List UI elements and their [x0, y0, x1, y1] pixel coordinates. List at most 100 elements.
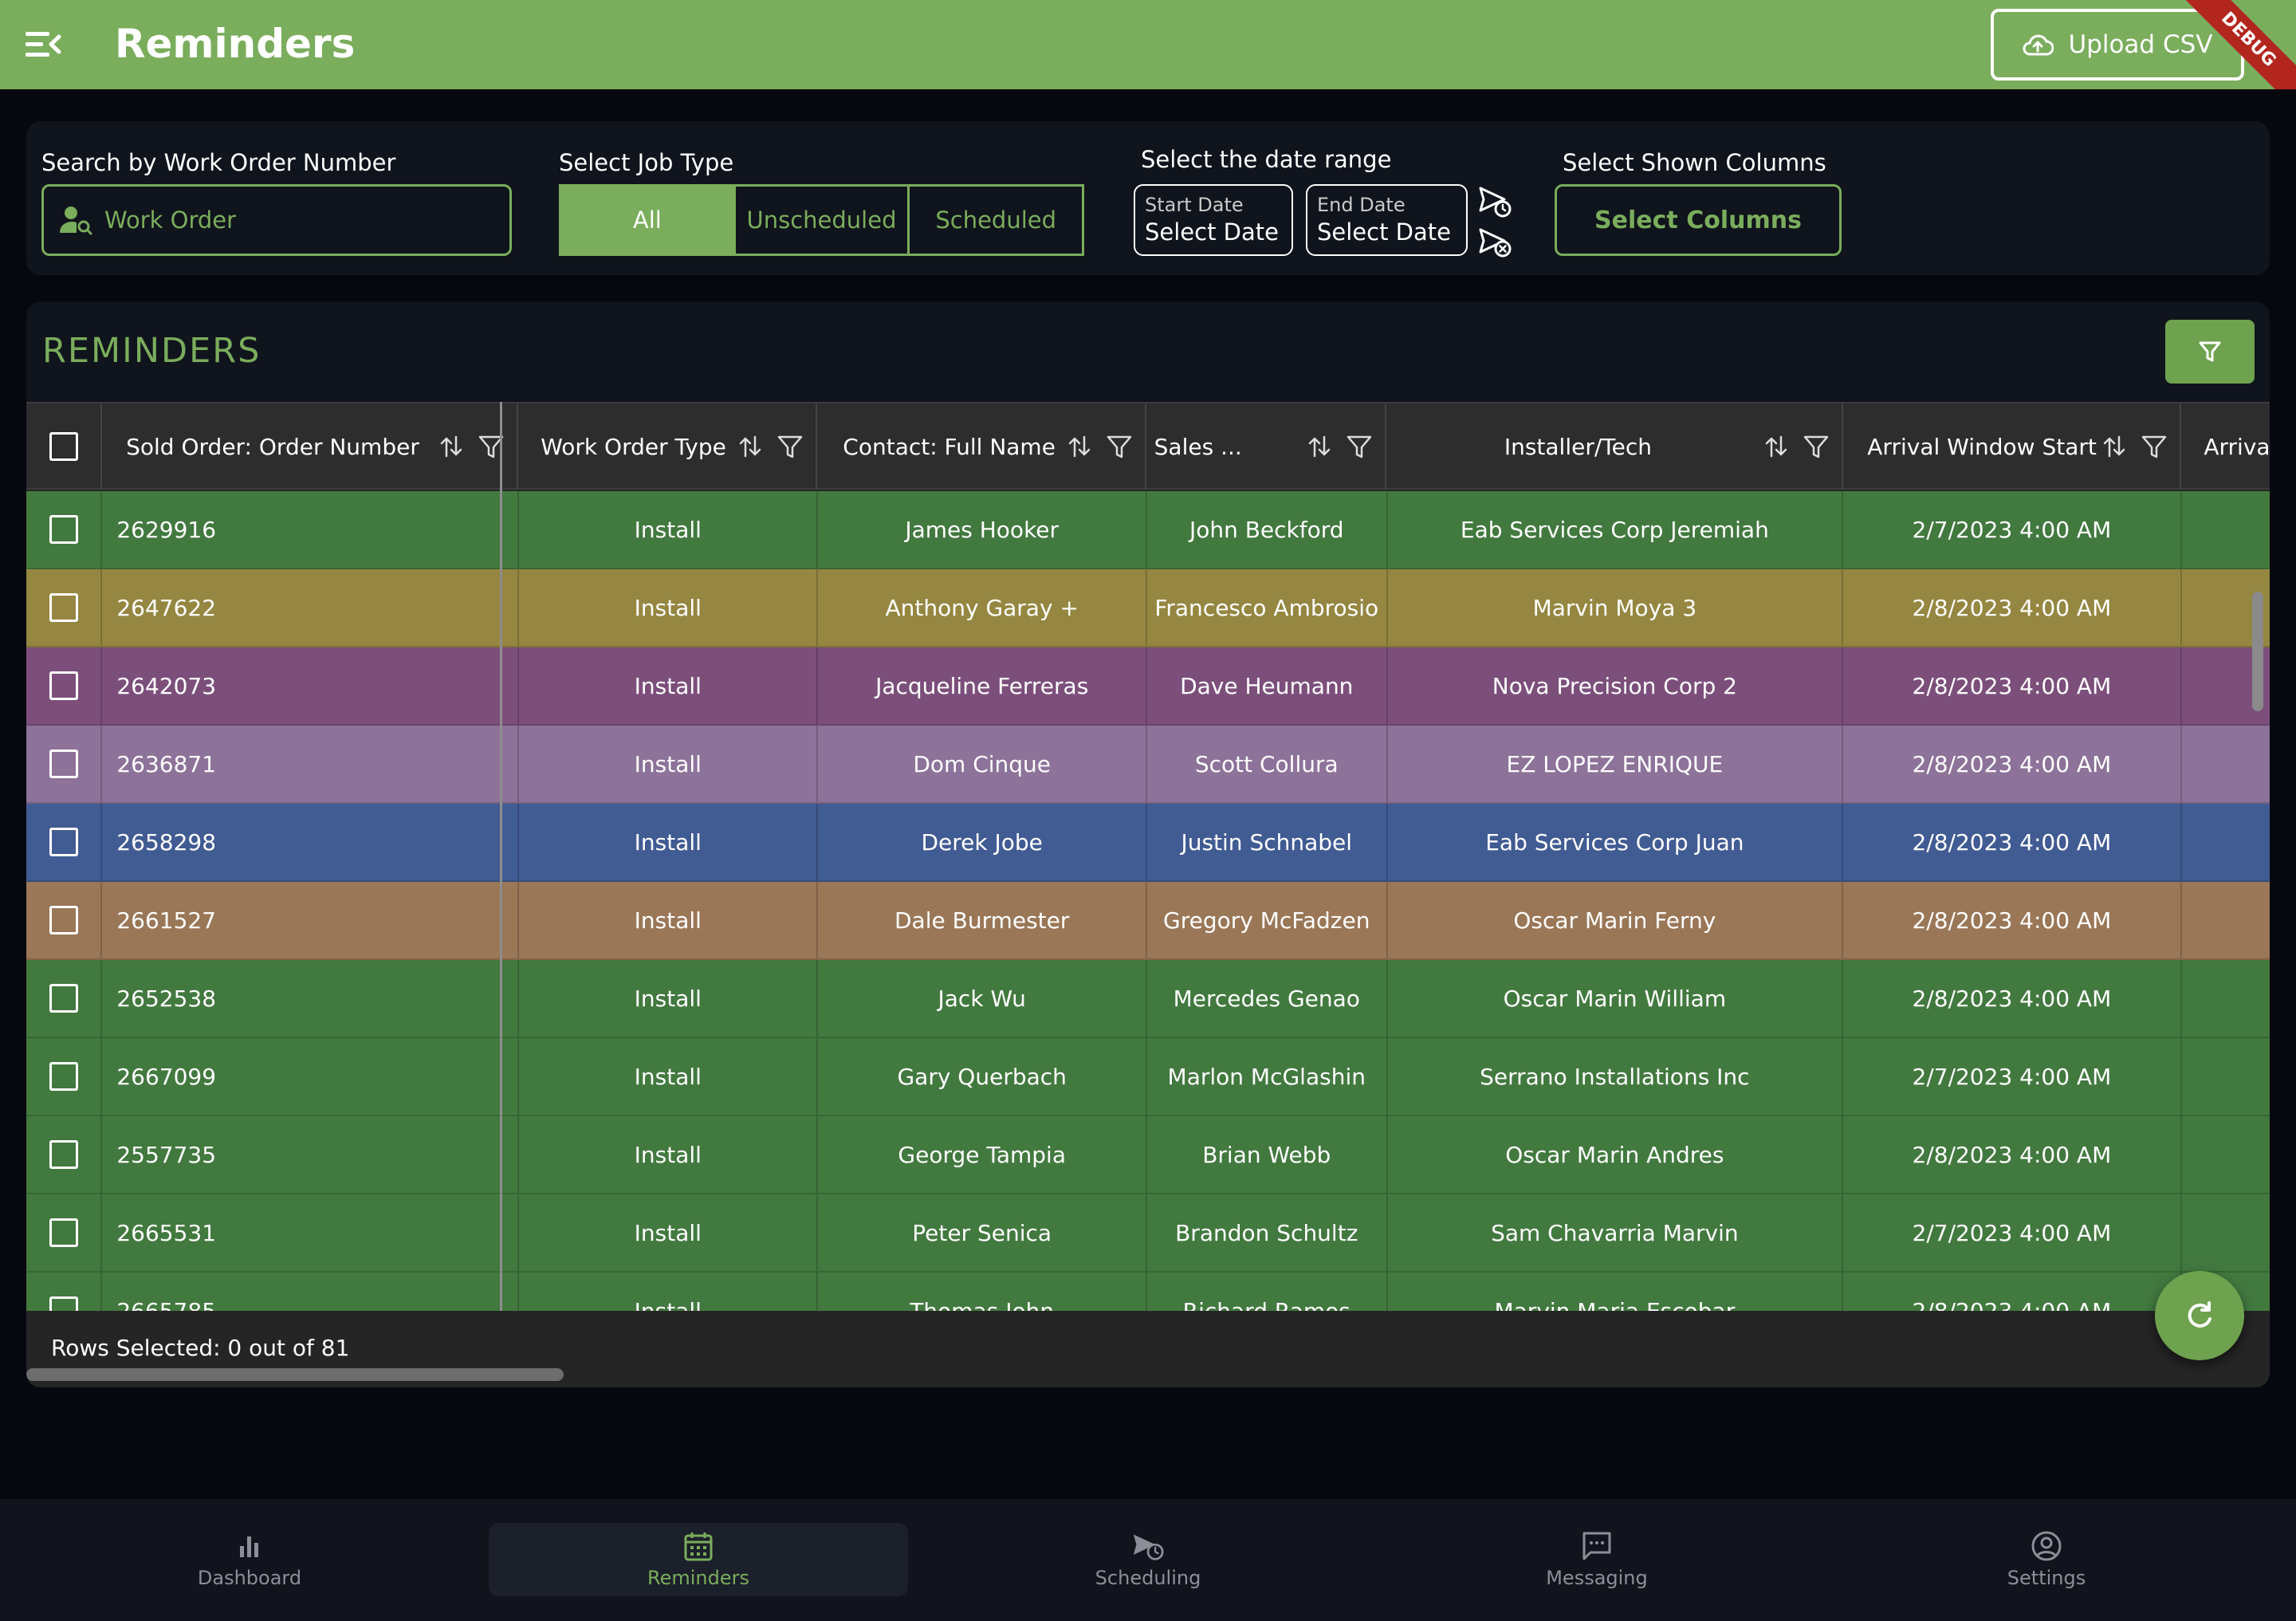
column-header-contact-name[interactable]: Contact: Full Name: [817, 403, 1146, 490]
arrival-window-start-cell: 2/8/2023 4:00 AM: [1843, 569, 2182, 646]
contact-name-cell: Jack Wu: [818, 960, 1147, 1037]
column-header-arrival-window-end[interactable]: Arriva: [2181, 403, 2270, 490]
vertical-scrollbar[interactable]: [2252, 592, 2263, 711]
select-all-checkbox[interactable]: [49, 432, 78, 461]
menu-collapse-icon[interactable]: [24, 27, 62, 62]
sort-icon[interactable]: [1065, 432, 1094, 461]
table-row[interactable]: 2642073 Install Jacqueline Ferreras Dave He…: [26, 647, 2270, 726]
upload-csv-button[interactable]: Upload CSV: [1991, 9, 2244, 81]
app-bar: Reminders Upload CSV DEBUG: [0, 0, 2296, 89]
order-number-cell: 2629916: [102, 491, 520, 568]
table-row[interactable]: 2667099 Install Gary Querbach Marlon McGlas…: [26, 1038, 2270, 1116]
row-checkbox[interactable]: [49, 1140, 78, 1169]
sales-cell: Dave Heumann: [1147, 647, 1388, 724]
nav-settings[interactable]: Settings: [1931, 1523, 2162, 1596]
nav-label: Reminders: [647, 1567, 749, 1589]
table-row[interactable]: 2665785 Install Thomas John Richard Ramos Ma…: [26, 1273, 2270, 1311]
table-row[interactable]: 2661527 Install Dale Burmester Gregory McFa…: [26, 882, 2270, 960]
installer-cell: Sam Chavarria Marvin: [1388, 1194, 1844, 1271]
table-row[interactable]: 2658298 Install Derek Jobe Justin Schnabel E…: [26, 804, 2270, 882]
row-checkbox[interactable]: [49, 1218, 78, 1247]
nav-reminders[interactable]: Reminders: [489, 1523, 908, 1596]
order-number-cell: 2658298: [102, 804, 520, 880]
column-filter-icon[interactable]: [2140, 432, 2168, 461]
row-checkbox[interactable]: [49, 515, 78, 544]
column-header-sales[interactable]: Sales ...: [1146, 403, 1386, 490]
job-type-selector: All Unscheduled Scheduled: [559, 184, 1084, 256]
sort-icon[interactable]: [736, 432, 765, 461]
row-checkbox[interactable]: [49, 750, 78, 778]
search-input[interactable]: [104, 207, 487, 234]
nav-messaging[interactable]: Messaging: [1481, 1523, 1712, 1596]
table-body: 2629916 Install James Hooker John Beckford E…: [26, 491, 2270, 1311]
row-checkbox-cell: [26, 1038, 103, 1115]
row-checkbox[interactable]: [49, 1062, 78, 1091]
end-date-field[interactable]: End Date Select Date: [1306, 184, 1468, 256]
sort-icon[interactable]: [1305, 432, 1334, 461]
row-checkbox-cell: [26, 804, 103, 880]
select-columns-button[interactable]: Select Columns: [1555, 184, 1842, 256]
column-label: Sold Order: Order Number: [126, 433, 419, 460]
reminders-table: Sold Order: Order Number Work Order Type…: [26, 402, 2270, 1387]
row-checkbox[interactable]: [49, 593, 78, 622]
schedule-send-icon: [1133, 1534, 1164, 1560]
work-order-type-cell: Install: [519, 804, 819, 880]
table-filter-button[interactable]: [2165, 320, 2255, 384]
column-filter-icon[interactable]: [776, 432, 804, 461]
arrival-window-end-cell: [2182, 960, 2270, 1037]
nav-scheduling[interactable]: Scheduling: [1032, 1523, 1264, 1596]
row-checkbox-cell: [26, 960, 103, 1037]
table-row[interactable]: 2557735 Install George Tampia Brian Webb Osc…: [26, 1116, 2270, 1194]
search-field[interactable]: [41, 184, 512, 256]
row-checkbox[interactable]: [49, 984, 78, 1013]
cancel-schedule-send-icon[interactable]: [1477, 225, 1512, 260]
column-header-order-number[interactable]: Sold Order: Order Number: [102, 403, 519, 490]
work-order-type-cell: Install: [519, 1038, 819, 1115]
work-order-type-cell: Install: [519, 569, 819, 646]
installer-cell: Oscar Marin Ferny: [1388, 882, 1844, 958]
column-label: Installer/Tech: [1504, 433, 1652, 460]
table-row[interactable]: 2652538 Install Jack Wu Mercedes Genao Oscar…: [26, 960, 2270, 1038]
row-checkbox[interactable]: [49, 828, 78, 856]
chat-icon: [1582, 1532, 1611, 1560]
job-type-all-button[interactable]: All: [561, 187, 736, 254]
sort-icon[interactable]: [2100, 432, 2129, 461]
order-number-cell: 2661527: [102, 882, 520, 958]
arrival-window-start-cell: 2/8/2023 4:00 AM: [1843, 1116, 2182, 1193]
arrival-window-end-cell: [2182, 1038, 2270, 1115]
nav-dashboard[interactable]: Dashboard: [134, 1523, 365, 1596]
sales-cell: Mercedes Genao: [1147, 960, 1388, 1037]
table-row[interactable]: 2636871 Install Dom Cinque Scott Collura EZ …: [26, 726, 2270, 804]
start-date-field[interactable]: Start Date Select Date: [1134, 184, 1293, 256]
table-row[interactable]: 2647622 Install Anthony Garay + Francesco A…: [26, 569, 2270, 647]
column-header-work-order-type[interactable]: Work Order Type: [518, 403, 818, 490]
sort-icon[interactable]: [437, 432, 466, 461]
row-checkbox[interactable]: [49, 906, 78, 934]
table-row[interactable]: 2665531 Install Peter Senica Brandon Schult…: [26, 1194, 2270, 1273]
job-type-unscheduled-button[interactable]: Unscheduled: [736, 187, 910, 254]
row-checkbox-cell: [26, 1273, 103, 1311]
order-number-cell: 2647622: [102, 569, 520, 646]
sort-icon[interactable]: [1762, 432, 1791, 461]
column-header-installer[interactable]: Installer/Tech: [1386, 403, 1844, 490]
job-type-scheduled-button[interactable]: Scheduled: [935, 207, 1057, 234]
start-date-value: Select Date: [1145, 218, 1279, 246]
table-row[interactable]: 2629916 Install James Hooker John Beckford E…: [26, 491, 2270, 569]
row-checkbox[interactable]: [49, 1296, 78, 1311]
work-order-type-cell: Install: [519, 1273, 819, 1311]
column-filter-icon[interactable]: [1802, 432, 1830, 461]
column-header-arrival-window-start[interactable]: Arrival Window Start: [1843, 403, 2182, 490]
arrival-window-end-cell: [2182, 726, 2270, 802]
frozen-column-divider: [500, 402, 502, 1387]
sales-cell: Brandon Schultz: [1147, 1194, 1388, 1271]
column-filter-icon[interactable]: [477, 432, 505, 461]
refresh-button[interactable]: [2155, 1271, 2244, 1360]
schedule-send-icon[interactable]: [1477, 183, 1512, 218]
column-label: Sales ...: [1154, 433, 1242, 460]
row-checkbox-cell: [26, 726, 103, 802]
column-filter-icon[interactable]: [1105, 432, 1134, 461]
horizontal-scrollbar[interactable]: [26, 1368, 564, 1381]
installer-cell: Marvin Moya 3: [1388, 569, 1844, 646]
row-checkbox[interactable]: [49, 671, 78, 700]
column-filter-icon[interactable]: [1345, 432, 1374, 461]
